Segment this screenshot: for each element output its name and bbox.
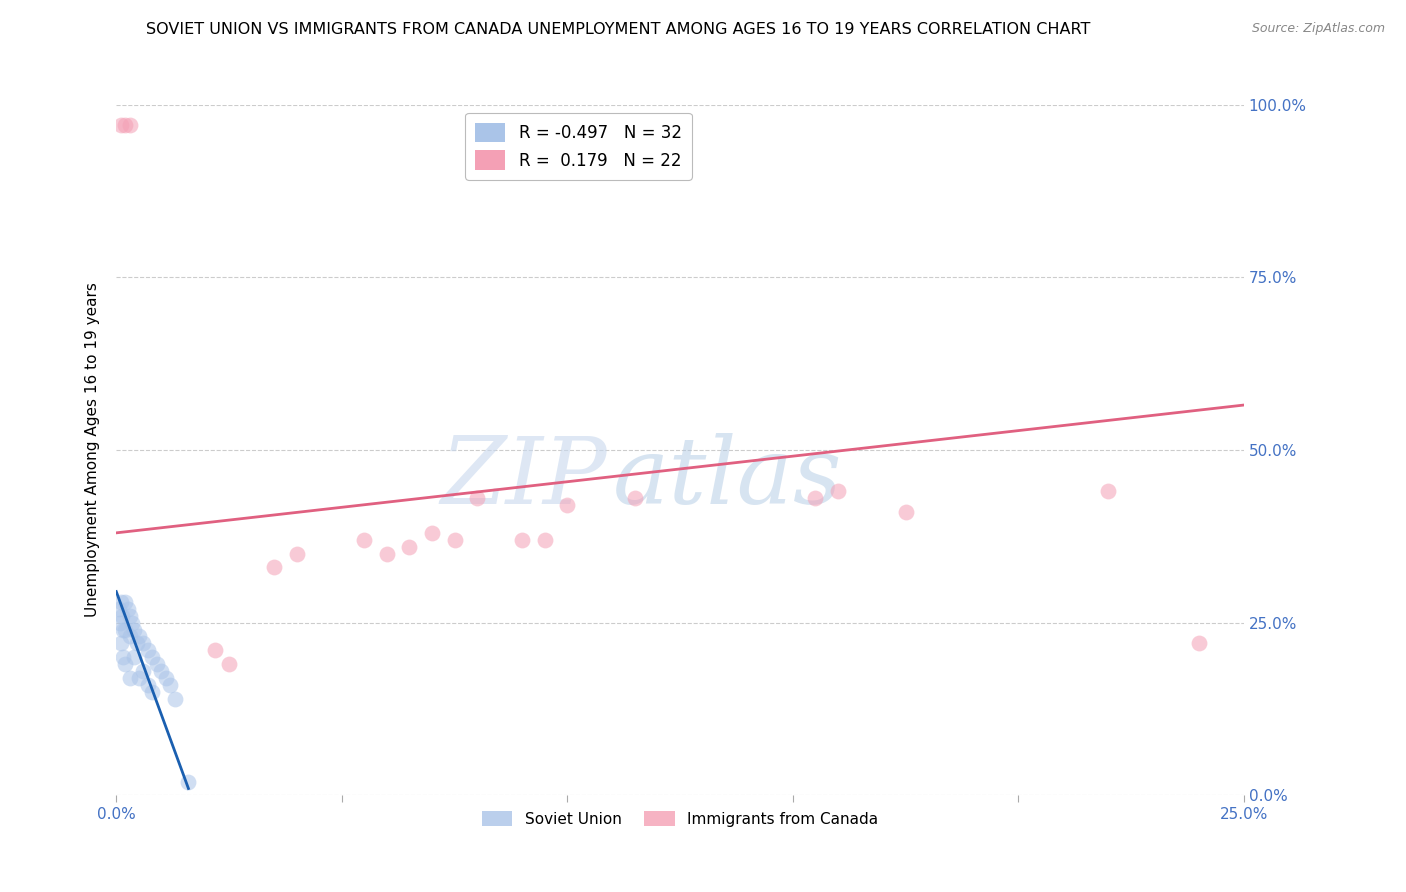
Point	[117, 602, 139, 616]
Text: Source: ZipAtlas.com: Source: ZipAtlas.com	[1251, 22, 1385, 36]
Point	[159, 678, 181, 692]
Point	[107, 602, 129, 616]
Y-axis label: Unemployment Among Ages 16 to 19 years: Unemployment Among Ages 16 to 19 years	[86, 283, 100, 617]
Text: atlas: atlas	[613, 433, 842, 523]
Point	[1097, 484, 1119, 499]
Point	[155, 671, 177, 685]
Point	[114, 595, 136, 609]
Point	[108, 615, 131, 630]
Point	[110, 595, 132, 609]
Point	[128, 671, 150, 685]
Point	[125, 636, 148, 650]
Text: ZIP: ZIP	[440, 433, 607, 523]
Point	[118, 118, 141, 132]
Point	[177, 774, 200, 789]
Point	[420, 525, 443, 540]
Point	[124, 623, 146, 637]
Point	[263, 560, 285, 574]
Point	[443, 533, 465, 547]
Point	[353, 533, 375, 547]
Point	[218, 657, 240, 672]
Point	[118, 608, 141, 623]
Point	[114, 623, 136, 637]
Point	[128, 630, 150, 644]
Point	[136, 643, 159, 657]
Point	[146, 657, 169, 672]
Point	[465, 491, 488, 506]
Point	[804, 491, 827, 506]
Point	[894, 505, 917, 519]
Point	[111, 608, 134, 623]
Point	[827, 484, 849, 499]
Point	[1188, 636, 1211, 650]
Point	[141, 685, 163, 699]
Point	[110, 636, 132, 650]
Point	[533, 533, 555, 547]
Point	[114, 657, 136, 672]
Point	[118, 630, 141, 644]
Point	[375, 547, 398, 561]
Point	[112, 650, 135, 665]
Legend: Soviet Union, Immigrants from Canada: Soviet Union, Immigrants from Canada	[475, 805, 884, 832]
Point	[124, 650, 146, 665]
Point	[285, 547, 308, 561]
Point	[555, 498, 578, 512]
Point	[398, 540, 420, 554]
Point	[163, 691, 186, 706]
Point	[110, 118, 132, 132]
Point	[132, 636, 155, 650]
Point	[141, 650, 163, 665]
Point	[204, 643, 226, 657]
Text: SOVIET UNION VS IMMIGRANTS FROM CANADA UNEMPLOYMENT AMONG AGES 16 TO 19 YEARS CO: SOVIET UNION VS IMMIGRANTS FROM CANADA U…	[146, 22, 1091, 37]
Point	[624, 491, 647, 506]
Point	[136, 678, 159, 692]
Point	[510, 533, 533, 547]
Point	[118, 671, 141, 685]
Point	[114, 118, 136, 132]
Point	[132, 664, 155, 678]
Point	[121, 615, 143, 630]
Point	[150, 664, 173, 678]
Point	[112, 623, 135, 637]
